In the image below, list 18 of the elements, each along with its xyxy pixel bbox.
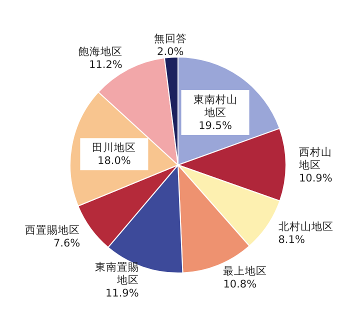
data-label: 19.5%: [198, 120, 232, 132]
data-label: 11.9%: [105, 287, 139, 300]
slice-label: 東南村山地区: [193, 92, 238, 119]
data-label: 11.2%: [89, 59, 122, 72]
slice-label: 無回答: [154, 32, 187, 45]
data-label: 7.6%: [53, 238, 80, 250]
slice-label: 北村山地区: [278, 220, 334, 234]
data-label: 10.9%: [298, 172, 332, 185]
slice-label: 飽海地区: [78, 45, 122, 58]
data-label: 2.0%: [157, 46, 184, 58]
data-label: 10.8%: [223, 278, 257, 291]
slice-label: 田川地区: [92, 141, 136, 154]
slice-label: 東南置賜地区: [94, 260, 139, 286]
data-label: 8.1%: [278, 234, 305, 246]
slice-label: 最上地区: [223, 264, 268, 278]
slice-label: 西置賜地区: [25, 224, 80, 237]
slice-label: 西村山地区: [298, 146, 332, 172]
data-label: 18.0%: [98, 155, 131, 168]
